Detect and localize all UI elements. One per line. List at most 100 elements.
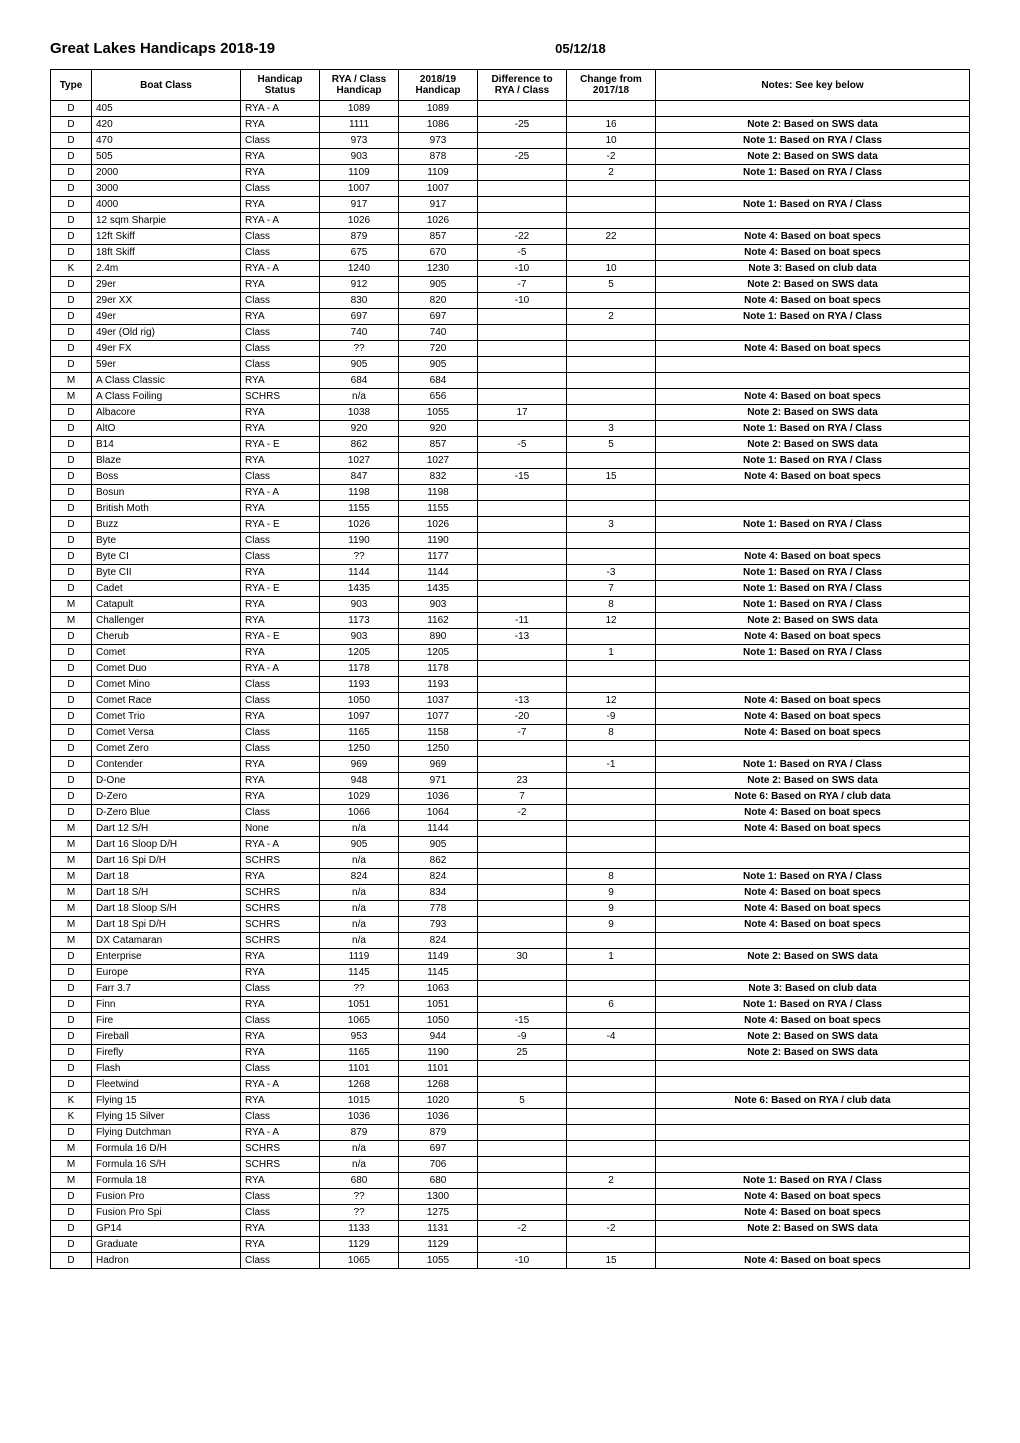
cell-ryaclass: 1097 <box>320 709 399 725</box>
cell-h1819: 1435 <box>399 581 478 597</box>
table-row: D29erRYA912905-75Note 2: Based on SWS da… <box>51 277 970 293</box>
cell-change <box>567 357 656 373</box>
cell-type: D <box>51 405 92 421</box>
cell-diff <box>478 677 567 693</box>
cell-notes: Note 2: Based on SWS data <box>656 437 970 453</box>
cell-boatclass: Flying 15 Silver <box>92 1109 241 1125</box>
cell-ryaclass: 1144 <box>320 565 399 581</box>
cell-type: M <box>51 837 92 853</box>
cell-status: Class <box>241 1109 320 1125</box>
cell-change <box>567 1125 656 1141</box>
cell-change: 3 <box>567 517 656 533</box>
cell-notes <box>656 1237 970 1253</box>
cell-diff <box>478 853 567 869</box>
cell-change <box>567 341 656 357</box>
cell-type: K <box>51 1093 92 1109</box>
cell-change: -3 <box>567 565 656 581</box>
cell-diff: -15 <box>478 469 567 485</box>
cell-status: RYA - E <box>241 581 320 597</box>
cell-h1819: 857 <box>399 229 478 245</box>
cell-status: RYA - A <box>241 101 320 117</box>
cell-diff <box>478 933 567 949</box>
cell-boatclass: Comet Zero <box>92 741 241 757</box>
cell-diff <box>478 965 567 981</box>
cell-h1819: 969 <box>399 757 478 773</box>
table-row: DCometRYA120512051Note 1: Based on RYA /… <box>51 645 970 661</box>
table-row: DBritish MothRYA11551155 <box>51 501 970 517</box>
cell-ryaclass: 1165 <box>320 725 399 741</box>
cell-change <box>567 1093 656 1109</box>
cell-h1819: 1064 <box>399 805 478 821</box>
cell-type: D <box>51 229 92 245</box>
cell-ryaclass: ?? <box>320 981 399 997</box>
cell-status: RYA <box>241 277 320 293</box>
cell-change: -9 <box>567 709 656 725</box>
cell-h1819: 917 <box>399 197 478 213</box>
cell-type: D <box>51 1045 92 1061</box>
cell-diff: 25 <box>478 1045 567 1061</box>
cell-type: D <box>51 517 92 533</box>
cell-type: D <box>51 245 92 261</box>
cell-diff: 5 <box>478 1093 567 1109</box>
cell-boatclass: Catapult <box>92 597 241 613</box>
cell-status: RYA - E <box>241 517 320 533</box>
table-row: DFarr 3.7Class??1063Note 3: Based on clu… <box>51 981 970 997</box>
cell-boatclass: 420 <box>92 117 241 133</box>
table-row: DComet ZeroClass12501250 <box>51 741 970 757</box>
cell-h1819: 1037 <box>399 693 478 709</box>
cell-change <box>567 773 656 789</box>
cell-ryaclass: 1015 <box>320 1093 399 1109</box>
table-row: DComet RaceClass10501037-1312Note 4: Bas… <box>51 693 970 709</box>
cell-type: D <box>51 677 92 693</box>
cell-diff <box>478 309 567 325</box>
cell-diff: -15 <box>478 1013 567 1029</box>
cell-change: 1 <box>567 949 656 965</box>
cell-diff <box>478 421 567 437</box>
cell-type: D <box>51 1253 92 1269</box>
header-notes: Notes: See key below <box>656 70 970 101</box>
cell-status: Class <box>241 805 320 821</box>
cell-h1819: 1300 <box>399 1189 478 1205</box>
cell-change <box>567 933 656 949</box>
cell-type: M <box>51 1173 92 1189</box>
cell-h1819: 670 <box>399 245 478 261</box>
cell-type: D <box>51 1125 92 1141</box>
cell-change: 15 <box>567 1253 656 1269</box>
cell-ryaclass: 905 <box>320 837 399 853</box>
page-date: 05/12/18 <box>555 41 606 56</box>
table-row: DFleetwindRYA - A12681268 <box>51 1077 970 1093</box>
cell-boatclass: Europe <box>92 965 241 981</box>
cell-status: RYA <box>241 789 320 805</box>
cell-boatclass: Comet Mino <box>92 677 241 693</box>
cell-h1819: 1155 <box>399 501 478 517</box>
cell-h1819: 1198 <box>399 485 478 501</box>
cell-boatclass: Byte <box>92 533 241 549</box>
cell-diff <box>478 1061 567 1077</box>
cell-type: D <box>51 309 92 325</box>
cell-h1819: 1205 <box>399 645 478 661</box>
cell-change <box>567 213 656 229</box>
cell-diff <box>478 645 567 661</box>
cell-diff: -25 <box>478 149 567 165</box>
cell-ryaclass: 1027 <box>320 453 399 469</box>
cell-type: D <box>51 1013 92 1029</box>
cell-boatclass: Byte CII <box>92 565 241 581</box>
cell-ryaclass: 1435 <box>320 581 399 597</box>
cell-boatclass: 470 <box>92 133 241 149</box>
cell-status: SCHRS <box>241 885 320 901</box>
cell-notes: Note 1: Based on RYA / Class <box>656 565 970 581</box>
cell-diff <box>478 101 567 117</box>
cell-status: RYA <box>241 1173 320 1189</box>
cell-boatclass: Fireball <box>92 1029 241 1045</box>
cell-ryaclass: 1036 <box>320 1109 399 1125</box>
cell-boatclass: D-Zero Blue <box>92 805 241 821</box>
cell-h1819: 1036 <box>399 1109 478 1125</box>
cell-boatclass: D-One <box>92 773 241 789</box>
cell-diff <box>478 581 567 597</box>
cell-diff: -20 <box>478 709 567 725</box>
cell-change <box>567 1157 656 1173</box>
cell-h1819: 778 <box>399 901 478 917</box>
cell-change <box>567 405 656 421</box>
cell-ryaclass: n/a <box>320 917 399 933</box>
cell-status: Class <box>241 677 320 693</box>
